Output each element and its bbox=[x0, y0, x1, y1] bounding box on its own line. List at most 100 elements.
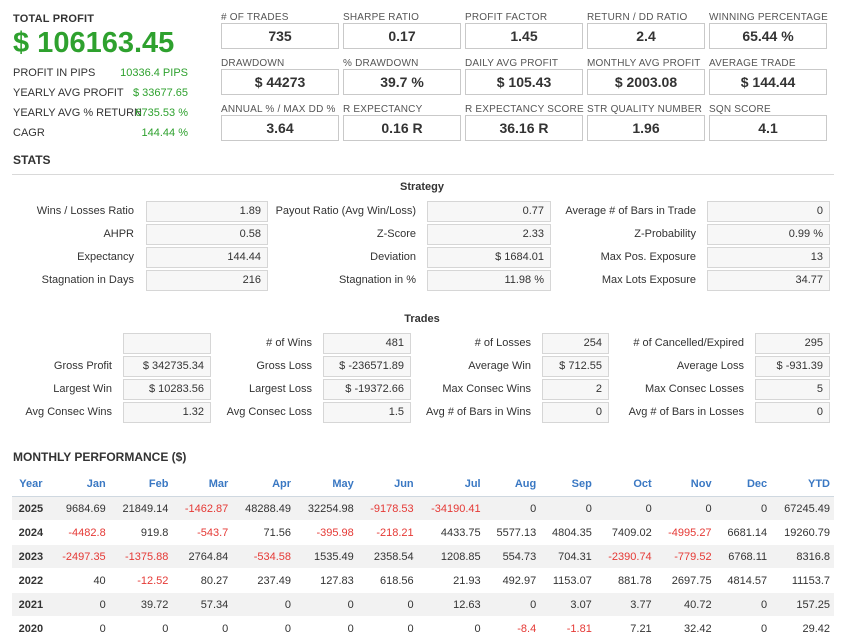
monthly-header-cell: Aug bbox=[484, 472, 541, 497]
trades-value: 1.32 bbox=[123, 402, 211, 423]
metric-value: 39.7 % bbox=[343, 69, 461, 95]
monthly-header-cell: May bbox=[295, 472, 358, 497]
summary-row-value: 6735.53 % bbox=[135, 107, 188, 119]
table-cell: 12.63 bbox=[417, 592, 485, 617]
metric-label: % DRAWDOWN bbox=[343, 58, 419, 69]
summary-row-value: 10336.4 PIPS bbox=[120, 67, 188, 79]
metric-value: $ 105.43 bbox=[465, 69, 583, 95]
table-year-cell: 2022 bbox=[12, 568, 50, 593]
metric-value: 2.4 bbox=[587, 23, 705, 49]
table-cell: -1.81 bbox=[540, 616, 596, 641]
table-cell: 0 bbox=[49, 616, 110, 641]
table-row: 2020 0 0 0 0 0 0 0 -8.4 -1.81 7.21 32.42 0 29.42 bbox=[12, 616, 834, 641]
summary-row-label: PROFIT IN PIPS bbox=[13, 67, 96, 79]
strategy-label: Stagnation in Days bbox=[41, 274, 134, 286]
total-profit-label: TOTAL PROFIT bbox=[13, 13, 95, 25]
monthly-title: MONTHLY PERFORMANCE ($) bbox=[13, 450, 187, 464]
trades-value: $ 342735.34 bbox=[123, 356, 211, 377]
strategy-label: Max Lots Exposure bbox=[601, 274, 696, 286]
monthly-header-cell: Sep bbox=[540, 472, 596, 497]
trades-label: # of Wins bbox=[266, 337, 312, 349]
table-cell: -8.4 bbox=[484, 616, 541, 641]
summary-row-label: CAGR bbox=[13, 127, 45, 139]
table-cell: 0 bbox=[715, 616, 772, 641]
summary-row-value: 144.44 % bbox=[141, 127, 188, 139]
table-cell: 40 bbox=[49, 568, 110, 593]
metric-value: 735 bbox=[221, 23, 339, 49]
table-cell: 157.25 bbox=[771, 592, 834, 617]
monthly-header-cell: Nov bbox=[655, 472, 716, 497]
table-cell: 0 bbox=[715, 592, 772, 617]
metric-label: AVERAGE TRADE bbox=[709, 58, 796, 69]
table-cell: 4433.75 bbox=[417, 520, 485, 545]
table-cell: -34190.41 bbox=[417, 496, 485, 521]
strategy-label: Deviation bbox=[370, 251, 416, 263]
metric-label: DRAWDOWN bbox=[221, 58, 285, 69]
metric-value: $ 44273 bbox=[221, 69, 339, 95]
strategy-label: Expectancy bbox=[77, 251, 134, 263]
table-row: 2021 0 39.72 57.34 0 0 0 12.63 0 3.07 3.77 40.72 0 15… bbox=[12, 592, 834, 617]
table-cell: 919.8 bbox=[109, 520, 173, 545]
strategy-value: 34.77 bbox=[707, 270, 830, 291]
trades-value: $ -236571.89 bbox=[323, 356, 411, 377]
monthly-header-cell: Oct bbox=[595, 472, 656, 497]
trades-label: Average Loss bbox=[676, 360, 744, 372]
table-row: 2022 40 -12.52 80.27 237.49 127.83 618.56 21.93… bbox=[12, 568, 834, 593]
table-cell: 71.56 bbox=[232, 520, 296, 545]
metric-label: PROFIT FACTOR bbox=[465, 12, 548, 23]
table-cell: 32.42 bbox=[655, 616, 716, 641]
table-cell: 21.93 bbox=[417, 568, 485, 593]
table-cell: -218.21 bbox=[357, 520, 418, 545]
strategy-label: Average # of Bars in Trade bbox=[565, 205, 696, 217]
table-cell: -779.52 bbox=[655, 544, 716, 569]
table-cell: 29.42 bbox=[771, 616, 834, 641]
table-cell: -2497.35 bbox=[49, 544, 110, 569]
table-cell: 39.72 bbox=[109, 592, 173, 617]
table-row: 2025 9684.69 21849.14 -1462.87 48288.49 32254… bbox=[12, 496, 834, 521]
table-cell: 11153.7 bbox=[771, 568, 834, 593]
table-cell: 618.56 bbox=[357, 568, 418, 593]
trades-label: Gross Loss bbox=[256, 360, 312, 372]
strategy-value: 11.98 % bbox=[427, 270, 551, 291]
trades-value: 295 bbox=[755, 333, 830, 354]
table-cell: 554.73 bbox=[484, 544, 541, 569]
table-year-cell: 2020 bbox=[12, 616, 50, 641]
total-profit-value: $ 106163.45 bbox=[13, 27, 175, 59]
monthly-header-row: Year Jan Feb Mar Apr May Jun Jul Aug Sep Oct Nov Dec… bbox=[12, 472, 834, 497]
strategy-value: 13 bbox=[707, 247, 830, 268]
trades-label: Largest Loss bbox=[249, 383, 312, 395]
table-cell: -1375.88 bbox=[109, 544, 173, 569]
monthly-header-cell: YTD bbox=[771, 472, 834, 497]
table-year-cell: 2023 bbox=[12, 544, 50, 569]
table-cell: 5577.13 bbox=[484, 520, 541, 545]
monthly-header-cell: Feb bbox=[109, 472, 173, 497]
table-cell: 0 bbox=[484, 496, 541, 521]
table-cell: 0 bbox=[417, 616, 485, 641]
table-cell: 80.27 bbox=[172, 568, 233, 593]
table-cell: -2390.74 bbox=[595, 544, 656, 569]
table-cell: 6768.11 bbox=[715, 544, 772, 569]
table-cell: 32254.98 bbox=[295, 496, 358, 521]
trades-value bbox=[123, 333, 211, 354]
metric-value: 3.64 bbox=[221, 115, 339, 141]
strategy-value: 144.44 bbox=[146, 247, 268, 268]
trades-value: 0 bbox=[542, 402, 609, 423]
table-cell: 127.83 bbox=[295, 568, 358, 593]
table-cell: 9684.69 bbox=[49, 496, 110, 521]
trades-label: Largest Win bbox=[53, 383, 112, 395]
monthly-header-cell: Jul bbox=[417, 472, 485, 497]
monthly-header-cell: Jan bbox=[49, 472, 110, 497]
strategy-label: AHPR bbox=[103, 228, 134, 240]
strategy-value: 0 bbox=[707, 201, 830, 222]
metric-value: 0.17 bbox=[343, 23, 461, 49]
table-cell: 0 bbox=[715, 496, 772, 521]
strategy-value: 2.33 bbox=[427, 224, 551, 245]
metric-value: 36.16 R bbox=[465, 115, 583, 141]
trades-value: $ -931.39 bbox=[755, 356, 830, 377]
table-cell: 57.34 bbox=[172, 592, 233, 617]
table-cell: 704.31 bbox=[540, 544, 596, 569]
table-cell: 4804.35 bbox=[540, 520, 596, 545]
trades-label: # of Cancelled/Expired bbox=[633, 337, 744, 349]
metric-label: DAILY AVG PROFIT bbox=[465, 58, 559, 69]
table-cell: 3.07 bbox=[540, 592, 596, 617]
